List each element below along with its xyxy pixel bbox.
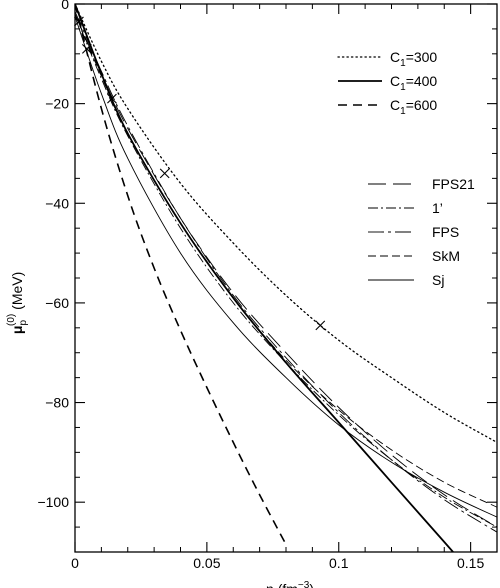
- y-tick-label: −20: [45, 96, 69, 112]
- x-tick-label: 0: [71, 555, 79, 571]
- x-tick-label: 0.05: [193, 555, 220, 571]
- axis-ticks: 0 0.05 0.1 0.15 0 −20 −40 −60 −80 −100: [37, 0, 497, 571]
- series-line-fps21: [75, 13, 497, 528]
- y-tick-label: 0: [61, 0, 69, 12]
- legend-label-1: 1’: [432, 200, 443, 216]
- series-line-fps: [75, 11, 497, 533]
- series-line-c1-400: [75, 4, 455, 552]
- marker-point-1: [81, 43, 92, 54]
- axis-labels: n (fm−3) μp(0) (MeV): [6, 272, 314, 588]
- series-lines: [75, 4, 497, 552]
- series-line-c1-600: [75, 4, 287, 545]
- series-line-1: [75, 13, 497, 528]
- data-markers: [74, 16, 326, 331]
- marker-point-2: [107, 93, 117, 104]
- marker-stroke: [159, 168, 170, 179]
- marker-stroke: [107, 93, 117, 104]
- marker-stroke: [74, 16, 84, 27]
- y-axis-label: μp(0) (MeV): [6, 272, 29, 334]
- series-line-sj: [75, 16, 497, 518]
- y-tick-label: −60: [45, 295, 69, 311]
- x-tick-label: 0.15: [457, 555, 484, 571]
- legend-label-c1-400: C1=400: [390, 73, 437, 93]
- legend-label-c1-300: C1=300: [390, 49, 437, 69]
- marker-point-0: [74, 16, 84, 27]
- series-line-c1-300: [75, 4, 497, 444]
- legend-label-skm: SkM: [432, 248, 460, 264]
- legend-group-c1: C1=300 C1=400 C1=600: [337, 49, 437, 117]
- marker-point-3: [159, 168, 170, 179]
- legend-label-fps21: FPS21: [432, 176, 475, 192]
- legend-label-c1-600: C1=600: [390, 97, 437, 117]
- marker-point-4: [315, 320, 326, 331]
- x-tick-label: 0.1: [329, 555, 349, 571]
- y-tick-label: −40: [45, 195, 69, 211]
- series-line-skm: [75, 13, 497, 508]
- series-clip-group: [75, 4, 497, 552]
- legend-label-fps: FPS: [432, 224, 459, 240]
- y-tick-label: −100: [37, 494, 69, 510]
- legend-group-models: FPS21 1’ FPS SkM Sj: [368, 176, 475, 288]
- x-axis-label: n (fm−3): [266, 580, 314, 588]
- legend: C1=300 C1=400 C1=600 FPS21 1’ FPS SkM Sj: [337, 49, 475, 288]
- marker-stroke: [315, 320, 326, 331]
- marker-stroke: [81, 43, 92, 54]
- y-tick-label: −80: [45, 395, 69, 411]
- legend-label-sj: Sj: [432, 272, 444, 288]
